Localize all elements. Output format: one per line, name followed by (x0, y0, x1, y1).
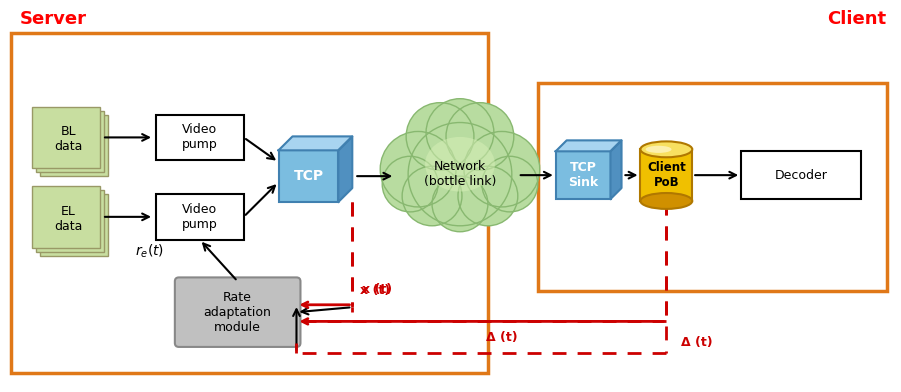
Text: TCP: TCP (294, 169, 323, 183)
Text: Client: Client (827, 10, 887, 28)
Bar (742, 151, 860, 199)
Circle shape (380, 131, 456, 207)
Text: Decoder: Decoder (775, 169, 827, 181)
Circle shape (426, 99, 494, 166)
Circle shape (406, 103, 474, 170)
Circle shape (464, 131, 540, 207)
FancyBboxPatch shape (32, 186, 100, 248)
Bar (556, 151, 611, 199)
Text: Rate
adaptation
module: Rate adaptation module (204, 291, 271, 334)
Text: Video
pump: Video pump (182, 203, 218, 231)
Polygon shape (556, 140, 622, 151)
Bar (12, 33, 487, 373)
Text: Server: Server (19, 10, 86, 28)
Text: $r_e(t)$: $r_e(t)$ (135, 243, 165, 260)
Text: x (t): x (t) (362, 283, 393, 296)
Circle shape (402, 166, 462, 226)
Text: EL
data: EL data (54, 205, 82, 233)
Bar (641, 149, 692, 201)
Polygon shape (278, 136, 352, 150)
Text: Client
PoB: Client PoB (647, 161, 686, 189)
Circle shape (446, 103, 514, 170)
Circle shape (408, 123, 512, 226)
Ellipse shape (641, 193, 692, 209)
Ellipse shape (646, 146, 671, 153)
Text: Video
pump: Video pump (182, 123, 218, 151)
FancyBboxPatch shape (36, 111, 105, 172)
Text: BL
data: BL data (54, 125, 82, 153)
Bar (156, 194, 243, 240)
Bar (156, 114, 243, 160)
FancyBboxPatch shape (32, 107, 100, 168)
FancyBboxPatch shape (41, 114, 108, 176)
Text: Network
(bottle link): Network (bottle link) (423, 160, 496, 188)
Text: Δ (t): Δ (t) (681, 336, 713, 349)
FancyBboxPatch shape (36, 190, 105, 252)
Text: TCP
Sink: TCP Sink (568, 161, 598, 189)
Circle shape (482, 156, 538, 212)
Polygon shape (339, 136, 352, 202)
Polygon shape (611, 140, 622, 199)
Circle shape (432, 176, 487, 232)
FancyBboxPatch shape (175, 278, 300, 347)
Ellipse shape (641, 142, 692, 157)
FancyBboxPatch shape (41, 194, 108, 256)
Ellipse shape (425, 137, 495, 192)
Text: x (t): x (t) (360, 284, 390, 297)
Text: Δ (t): Δ (t) (486, 331, 517, 344)
Circle shape (382, 156, 438, 212)
Bar (278, 150, 339, 202)
Circle shape (458, 166, 518, 226)
Bar (538, 83, 887, 291)
